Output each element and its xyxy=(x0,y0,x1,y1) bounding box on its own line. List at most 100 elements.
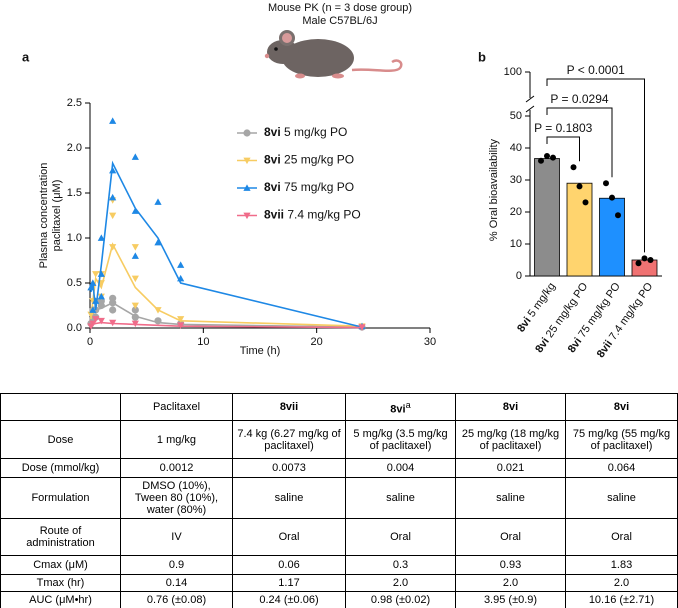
cell: saline xyxy=(345,477,456,519)
y-tick-label: 30 xyxy=(510,174,522,186)
cell: Oral xyxy=(232,518,346,556)
axis-break xyxy=(525,105,535,113)
y-tick-label: 10 xyxy=(510,238,522,250)
marker xyxy=(154,307,162,314)
y-tick-label: 2.5 xyxy=(67,97,82,109)
significance-bracket xyxy=(546,136,580,162)
data-point xyxy=(538,157,544,164)
cell: 7.4 kg (6.27 mg/kg of paclitaxel) xyxy=(232,420,346,459)
table-row: Dose 1 mg/kg 7.4 kg (6.27 mg/kg of paclita… xyxy=(0,420,678,459)
column-header: 8vi xyxy=(565,393,678,421)
column-header: 8via xyxy=(345,393,456,421)
cell: 0.064 xyxy=(565,458,678,478)
mean-line xyxy=(90,160,363,328)
row-label: Dose xyxy=(0,420,121,459)
row-label: Formulation xyxy=(0,477,121,519)
marker xyxy=(131,207,139,214)
row-label: AUC (μM•hr) xyxy=(0,591,121,608)
cell: 0.3 xyxy=(345,555,456,575)
cell: 25 mg/kg (18 mg/kg of paclitaxel) xyxy=(455,420,566,459)
cell: 0.021 xyxy=(455,458,566,478)
x-tick-label: 10 xyxy=(197,336,209,348)
marker xyxy=(109,117,117,124)
bar xyxy=(599,197,625,277)
cell: IV xyxy=(120,518,233,556)
panel-label: b xyxy=(478,49,486,64)
pk-table: Paclitaxel 8vii 8via 8vi 8vi Dose 1 mg/kg 7.4 k… xyxy=(0,393,678,608)
bar xyxy=(534,158,560,277)
table-row: Formulation DMSO (10%), Tween 80 (10%), w… xyxy=(0,477,678,519)
column-name: 8vii xyxy=(279,401,299,413)
marker xyxy=(154,238,162,246)
data-point xyxy=(609,194,615,201)
p-value: P = 0.1803 xyxy=(534,121,592,135)
cell: 1.83 xyxy=(565,555,678,575)
data-point xyxy=(570,164,577,171)
cell: 0.004 xyxy=(345,458,456,478)
y-axis-label: paclitaxel (μM) xyxy=(51,180,63,252)
y-tick-label: 0.0 xyxy=(67,322,82,334)
marker xyxy=(109,299,117,307)
data-point xyxy=(641,255,648,262)
y-tick-label: 2.0 xyxy=(67,142,82,154)
marker xyxy=(97,317,105,325)
marker xyxy=(92,271,100,278)
marker xyxy=(177,261,185,268)
x-tick-label: 20 xyxy=(311,336,323,348)
marker xyxy=(243,129,251,137)
chart: Mouse PK (n = 3 dose group) Male C57BL/6… xyxy=(22,2,662,360)
marker xyxy=(92,297,100,304)
cell: Oral xyxy=(565,518,678,556)
cell: 2.0 xyxy=(345,574,456,592)
table-row: Dose (mmol/kg) 0.0012 0.0073 0.004 0.021 0.06… xyxy=(0,458,678,478)
cell: saline xyxy=(455,477,566,519)
marker xyxy=(154,198,162,205)
column-name: Paclitaxel xyxy=(152,401,201,413)
cell: 0.9 xyxy=(120,555,233,575)
column-header: 8vii xyxy=(232,393,346,421)
marker xyxy=(243,157,251,165)
data-point xyxy=(544,153,550,159)
marker xyxy=(109,212,117,220)
cell: saline xyxy=(232,477,346,519)
cell: 1 mg/kg xyxy=(120,420,233,459)
cell: Oral xyxy=(455,518,566,556)
marker xyxy=(177,322,185,329)
y-tick-label: 100 xyxy=(504,66,522,78)
marker xyxy=(89,306,97,313)
significance-bracket xyxy=(546,78,645,253)
panel-label: a xyxy=(22,49,30,64)
marker xyxy=(97,292,105,300)
cell: 0.0012 xyxy=(120,458,233,478)
row-label: Dose (mmol/kg) xyxy=(0,458,121,478)
column-name: 8vi xyxy=(390,403,406,416)
marker xyxy=(243,184,251,191)
cell: Oral xyxy=(345,518,456,556)
marker xyxy=(131,306,139,314)
marker xyxy=(109,306,117,314)
marker xyxy=(131,153,139,160)
marker xyxy=(109,319,117,327)
axis-break xyxy=(525,95,535,103)
data-point xyxy=(615,212,621,219)
column-name: 8vi xyxy=(502,401,519,413)
y-tick-label: 50 xyxy=(510,110,522,122)
marker xyxy=(358,324,366,331)
cell: 0.14 xyxy=(120,574,233,592)
table-row: Cmax (μM) 0.9 0.06 0.3 0.93 1.83 xyxy=(0,555,678,575)
cell: 0.06 xyxy=(232,555,346,575)
y-tick-label: 20 xyxy=(510,206,522,218)
y-tick-label: 40 xyxy=(510,142,522,154)
marker xyxy=(131,244,139,251)
marker xyxy=(87,311,95,319)
x-axis-label: Time (h) xyxy=(240,345,281,357)
y-axis-label: Plasma concentration xyxy=(38,163,50,269)
table-row: AUC (μM•hr) 0.76 (±0.08) 0.24 (±0.06) 0.98 … xyxy=(0,591,678,608)
legend-label: 8vi 5 mg/kg PO xyxy=(264,125,347,139)
data-point xyxy=(582,199,589,206)
y-tick-label: 1.0 xyxy=(67,232,82,244)
row-label: Route of administration xyxy=(0,518,121,556)
mouse-illustration xyxy=(264,30,403,79)
marker xyxy=(97,270,105,277)
